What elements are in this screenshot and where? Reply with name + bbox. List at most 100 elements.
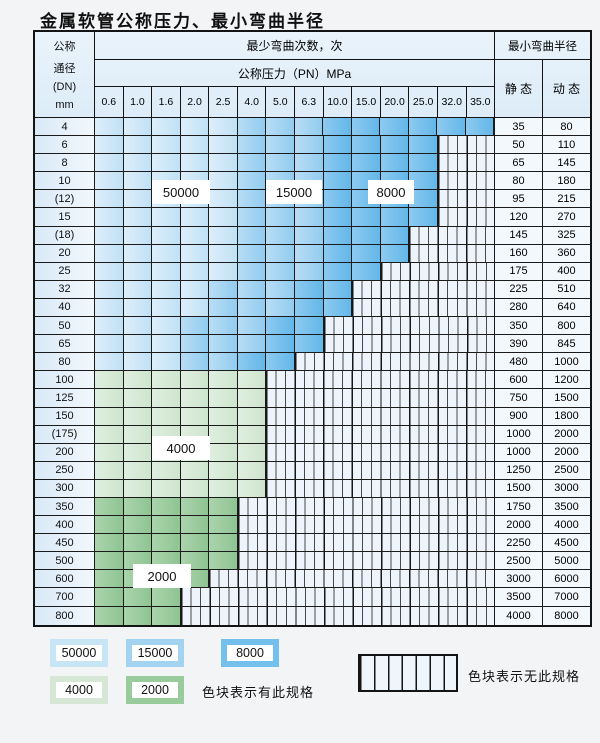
spec-cell <box>237 244 267 262</box>
spec-cell <box>266 118 295 136</box>
static-radius-value: 4000 <box>495 606 543 625</box>
spec-cell <box>123 516 153 534</box>
static-radius-value: 2500 <box>495 552 543 570</box>
spec-cell <box>152 226 181 244</box>
static-radius-value: 1000 <box>495 425 543 443</box>
table-row: 6 50 110 <box>35 136 590 155</box>
pressure-cells-area <box>95 136 495 154</box>
spec-cell <box>95 516 124 534</box>
spec-cell <box>408 118 437 136</box>
table-row: 40 280 640 <box>35 298 590 318</box>
pressure-cells-area <box>95 317 495 335</box>
static-radius-value: 1000 <box>495 443 543 461</box>
spec-cell <box>294 317 324 335</box>
spec-cell <box>180 298 210 317</box>
spec-cell <box>380 226 410 244</box>
dn-value: (18) <box>35 226 95 244</box>
spec-cell <box>266 154 295 172</box>
table-row: 4 35 80 <box>35 118 590 137</box>
dynamic-radius-value: 2000 <box>543 443 590 461</box>
spec-cell <box>123 443 153 461</box>
no-spec-striped-area <box>437 172 494 190</box>
pressure-value-header: 35.0 <box>470 96 491 109</box>
spec-cell <box>237 317 267 335</box>
dn-value: 800 <box>35 606 95 625</box>
spec-cell <box>180 497 210 516</box>
no-spec-striped-area <box>266 461 494 479</box>
static-radius-value: 350 <box>495 317 543 335</box>
spec-cell <box>209 317 238 335</box>
pressure-cells-area <box>95 262 495 280</box>
spec-cell <box>294 208 324 226</box>
dn-value: 125 <box>35 389 95 407</box>
dn-value: 600 <box>35 570 95 588</box>
spec-cell <box>323 244 353 262</box>
spec-cell <box>152 479 181 497</box>
dn-value: 100 <box>35 371 95 389</box>
dynamic-radius-value: 180 <box>543 172 590 190</box>
spec-cell <box>266 226 295 244</box>
dn-value: 65 <box>35 335 95 353</box>
spec-cell <box>352 154 381 172</box>
no-spec-striped-area <box>180 588 494 606</box>
dynamic-radius-value: 1500 <box>543 389 590 407</box>
pressure-cells-area <box>95 461 495 479</box>
pressure-cells-area <box>95 208 495 226</box>
no-spec-striped-area <box>237 534 494 552</box>
spec-cell <box>95 552 124 570</box>
spec-cell <box>152 534 181 552</box>
dn-header-line: 通径 <box>53 62 76 75</box>
legend-no-spec-swatch <box>358 654 458 692</box>
pressure-cells-area <box>95 371 495 389</box>
spec-cell <box>237 407 267 425</box>
dn-value: 50 <box>35 317 95 335</box>
spec-cell <box>180 479 210 497</box>
spec-cell <box>152 298 181 317</box>
spec-cell <box>95 570 124 588</box>
dynamic-radius-value: 3500 <box>543 497 590 516</box>
spec-cell <box>95 534 124 552</box>
nominal-pressure-header: 公称压力（PN）MPa <box>95 60 494 88</box>
dynamic-radius-value: 800 <box>543 317 590 335</box>
spec-cell <box>95 353 124 371</box>
spec-cell <box>323 280 353 298</box>
dynamic-radius-value: 145 <box>543 154 590 172</box>
static-radius-value: 225 <box>495 280 543 298</box>
pressure-cells-area <box>95 443 495 461</box>
pressure-value-header: 1.6 <box>152 87 181 117</box>
dynamic-radius-value: 1200 <box>543 371 590 389</box>
spec-cell <box>237 298 267 317</box>
pressure-cells-area <box>95 479 495 497</box>
spec-cell <box>237 118 266 136</box>
dn-value: 80 <box>35 353 95 371</box>
spec-cell <box>237 335 267 353</box>
spec-cell <box>95 588 124 606</box>
table-row: 15 120 270 <box>35 208 590 227</box>
spec-cell <box>180 136 210 154</box>
pressure-value-header: 25.0 <box>409 87 438 117</box>
cycle-count-label: 15000 <box>266 180 322 204</box>
legend-has-spec-text: 色块表示有此规格 <box>202 685 315 700</box>
dynamic-radius-value: 845 <box>543 335 590 353</box>
table-row: 600 3000 6000 <box>35 570 590 589</box>
no-spec-striped-area <box>266 371 494 389</box>
pressure-value-header: 1.0 <box>124 87 153 117</box>
spec-cell <box>209 136 238 154</box>
table-header: 公称 通径 (DN) mm 最少弯曲次数，次 公称压力（PN）MPa 0.6 1.0 1.… <box>35 32 590 118</box>
dynamic-radius-value: 510 <box>543 280 590 298</box>
no-spec-striped-area <box>352 298 494 317</box>
no-spec-striped-area <box>437 154 494 172</box>
static-radius-value: 480 <box>495 353 543 371</box>
static-radius-value: 50 <box>495 136 543 154</box>
dynamic-column-header: 动 态 <box>552 82 581 96</box>
table-body: 4 35 80 6 50 110 8 65 145 10 80 180 (12) 95 215 15 120 27… <box>35 118 590 625</box>
spec-cell <box>237 479 267 497</box>
dn-value: 150 <box>35 407 95 425</box>
no-spec-striped-area <box>237 516 494 534</box>
spec-cell <box>95 479 124 497</box>
spec-cell <box>152 389 181 407</box>
dn-value: 20 <box>35 244 95 262</box>
dn-column-header: 公称 通径 (DN) mm <box>35 32 95 117</box>
spec-cell <box>323 118 352 136</box>
spec-cell <box>95 389 124 407</box>
